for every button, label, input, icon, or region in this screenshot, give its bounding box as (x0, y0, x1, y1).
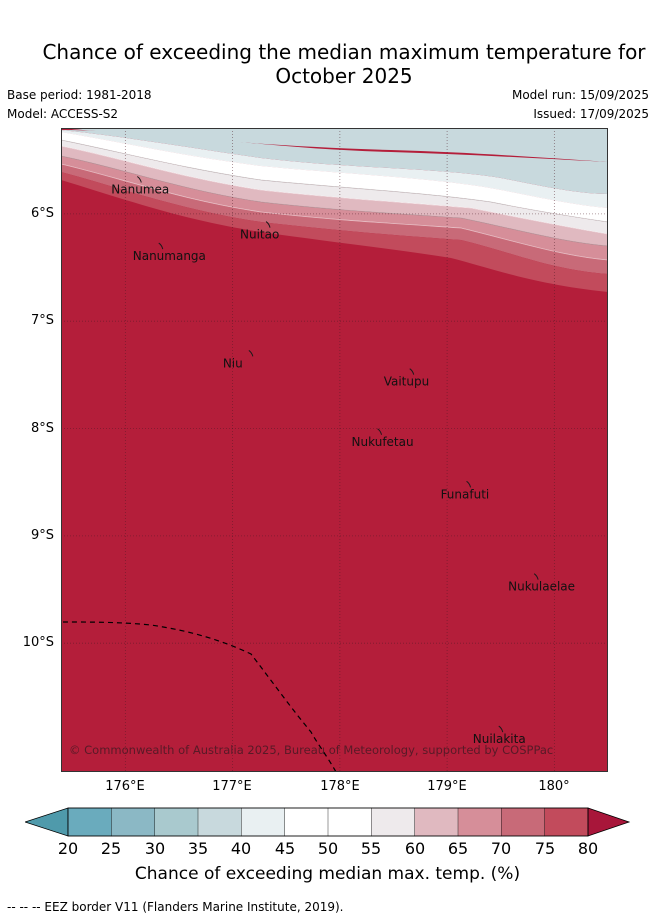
eez-footnote: -- -- -- EEZ border V11 (Flanders Marine… (7, 900, 344, 914)
map-panel: Nanumea Nuitao Nanumanga Niu Vaitupu Nukufeta… (61, 128, 608, 772)
island-label-niu: Niu (223, 356, 243, 370)
base-period-label: Base period: 1981-2018 (7, 88, 152, 102)
graticule (61, 128, 608, 772)
colorbar-segment-40-45 (241, 807, 286, 837)
cb-tick-75: 75 (534, 839, 556, 858)
title-line-1: Chance of exceeding the median maximum t… (42, 40, 646, 64)
island-label-nukulaelae: Nukulaelae (508, 580, 575, 594)
band-35-40 (61, 128, 608, 162)
cb-tick-20: 20 (57, 839, 79, 858)
lat-label-7s: 7°S (30, 313, 54, 328)
island-label-nanumea: Nanumea (111, 183, 169, 197)
eez-border-line (62, 621, 337, 772)
cb-tick-50: 50 (317, 839, 339, 858)
band-35-40-low (61, 130, 608, 194)
colorbar-segment-70-75 (501, 807, 546, 837)
band-45-55 (61, 132, 608, 222)
band-70-75 (61, 164, 608, 274)
colorbar-segment-30-35 (154, 807, 199, 837)
colorbar-segment-45-50 (284, 807, 329, 837)
island-markers: Nanumea Nuitao Nanumanga Niu Vaitupu Nukufeta… (111, 176, 575, 746)
lon-label-177e: 177°E (212, 779, 252, 794)
colorbar-segment-20-25 (67, 807, 112, 837)
cb-tick-25: 25 (100, 839, 122, 858)
cb-tick-40: 40 (230, 839, 252, 858)
island-coastline-funafuti (466, 480, 472, 488)
island-coastline-nukufetau (377, 428, 383, 435)
island-label-vaitupu: Vaitupu (384, 375, 430, 389)
colorbar (25, 807, 631, 837)
title-line-2: October 2025 (275, 64, 413, 88)
band-55-60 (61, 140, 608, 234)
colorbar-segment-60-65 (414, 807, 459, 837)
colorbar-segment-65-70 (457, 807, 502, 837)
island-coastline-nanumea (137, 176, 142, 183)
model-run-label: Model run: 15/09/2025 (511, 88, 649, 102)
island-coastline-nuitao (265, 221, 271, 228)
colorbar-segment-25-30 (111, 807, 156, 837)
island-label-nuitao: Nuitao (240, 228, 279, 242)
colorbar-high-extension (587, 807, 631, 837)
island-coastline-nukulaelae (533, 573, 539, 580)
cb-tick-35: 35 (187, 839, 209, 858)
copyright-text: © Commonwealth of Australia 2025, Bureau… (69, 743, 553, 757)
island-label-nanumanga: Nanumanga (133, 249, 206, 263)
colorbar-low-extension (25, 807, 69, 837)
cb-tick-60: 60 (404, 839, 426, 858)
lat-label-10s: 10°S (22, 635, 54, 650)
lon-label-180: 180° (538, 779, 570, 794)
cb-tick-30: 30 (144, 839, 166, 858)
island-coastline-niu (248, 349, 254, 357)
lat-label-9s: 9°S (30, 528, 54, 543)
map-frame (61, 128, 608, 772)
chart-title: Chance of exceeding the median maximum t… (0, 40, 655, 88)
band-40-45 (61, 130, 608, 208)
colorbar-segment-35-40 (197, 807, 242, 837)
island-label-funafuti: Funafuti (441, 487, 490, 501)
cb-tick-70: 70 (490, 839, 512, 858)
model-label: Model: ACCESS-S2 (7, 107, 119, 121)
band-75-80 (61, 172, 608, 292)
issued-label: Issued: 17/09/2025 (533, 107, 649, 121)
island-coastline-nanumanga (158, 242, 164, 250)
lon-label-179e: 179°E (427, 779, 467, 794)
island-label-nukufetau: Nukufetau (352, 435, 414, 449)
lat-label-6s: 6°S (30, 206, 54, 221)
island-coastline-vaitupu (409, 368, 415, 375)
cb-tick-65: 65 (447, 839, 469, 858)
lat-label-8s: 8°S (30, 421, 54, 436)
colorbar-segment-55-60 (371, 807, 416, 837)
island-coastline-nuilakita (498, 725, 504, 733)
island-label-nuilakita: Nuilakita (473, 732, 526, 746)
colorbar-segment-75-80 (544, 807, 589, 837)
cb-tick-55: 55 (360, 839, 382, 858)
colorbar-label: Chance of exceeding median max. temp. (%… (134, 864, 521, 884)
colorbar-segment-50-55 (327, 807, 372, 837)
lon-label-178e: 178°E (320, 779, 360, 794)
band-65-70 (61, 156, 608, 260)
lon-label-176e: 176°E (105, 779, 145, 794)
cb-tick-45: 45 (274, 839, 296, 858)
band-60-65 (61, 146, 608, 246)
cb-tick-80: 80 (577, 839, 599, 858)
